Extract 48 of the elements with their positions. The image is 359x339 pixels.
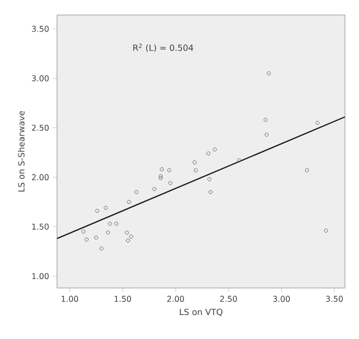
point bbox=[208, 177, 212, 182]
point bbox=[84, 238, 89, 242]
point bbox=[82, 230, 86, 234]
point bbox=[108, 222, 112, 226]
point bbox=[304, 168, 309, 172]
point bbox=[208, 190, 212, 194]
point bbox=[124, 230, 129, 235]
point bbox=[264, 118, 268, 122]
x-tick-label: 1.50 bbox=[114, 296, 132, 302]
point bbox=[104, 206, 108, 210]
point bbox=[94, 236, 98, 240]
point bbox=[167, 168, 172, 172]
y-tick-label: 1.00 bbox=[32, 273, 49, 280]
point bbox=[152, 187, 156, 192]
point bbox=[114, 222, 118, 226]
y-tick-label: 3.00 bbox=[32, 75, 49, 82]
point bbox=[316, 120, 320, 125]
y-tick-label: 1.50 bbox=[32, 224, 49, 230]
point bbox=[266, 71, 271, 76]
point bbox=[129, 234, 134, 239]
point bbox=[158, 174, 163, 178]
x-axis-title: LS on VTQ bbox=[180, 308, 222, 316]
point bbox=[206, 152, 210, 156]
point bbox=[126, 238, 130, 242]
x-tick-label: 2.00 bbox=[167, 296, 184, 302]
point bbox=[106, 230, 110, 235]
x-tick-label: 2.50 bbox=[220, 296, 237, 302]
point bbox=[134, 190, 138, 194]
y-axis-title: LS on S-Shearwave bbox=[18, 111, 25, 192]
point bbox=[127, 200, 131, 204]
annotation: R$^{2}$ (L) = 0.504 bbox=[133, 44, 194, 52]
x-tick-label: 1.00 bbox=[62, 296, 78, 302]
y-tick-label: 2.00 bbox=[32, 174, 49, 180]
point bbox=[95, 208, 100, 213]
y-tick-label: 3.50 bbox=[32, 26, 49, 32]
point bbox=[100, 246, 104, 250]
point bbox=[264, 132, 269, 137]
point bbox=[168, 181, 172, 186]
point bbox=[194, 168, 198, 172]
point bbox=[212, 148, 217, 152]
point bbox=[158, 176, 163, 180]
x-tick-label: 3.50 bbox=[326, 296, 343, 302]
x-tick-label: 3.00 bbox=[273, 296, 290, 302]
y-tick-label: 2.50 bbox=[32, 124, 49, 131]
point bbox=[237, 158, 242, 162]
point bbox=[160, 167, 164, 172]
point bbox=[324, 228, 328, 233]
point bbox=[192, 160, 197, 164]
